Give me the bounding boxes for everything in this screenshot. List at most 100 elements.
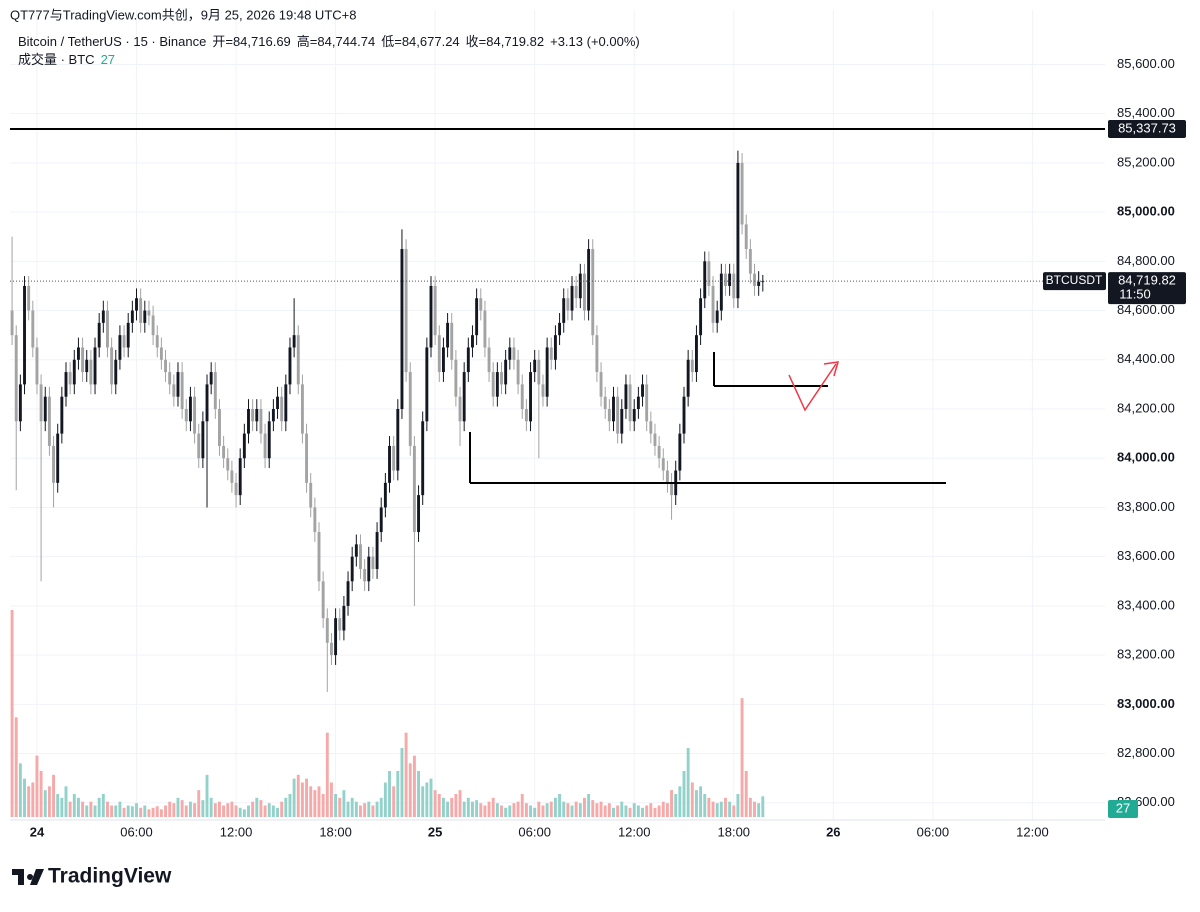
volume-bar [85, 805, 89, 817]
volume-bar [93, 805, 97, 817]
volume-bar [126, 805, 130, 817]
y-tick-label: 83,000.00 [1117, 696, 1175, 711]
volume-bar [271, 805, 275, 817]
candle-body [23, 285, 26, 385]
logo: TradingView [12, 865, 172, 888]
x-tick-label: 12:00 [618, 824, 651, 839]
volume-bar [495, 803, 499, 817]
candle-body [209, 372, 213, 385]
candle-body [247, 409, 250, 434]
candle-body [757, 281, 761, 286]
candle-body [342, 605, 346, 631]
candle-body [238, 458, 242, 496]
volume-bar [761, 796, 765, 817]
volume-bar [628, 807, 632, 817]
y-tick-label: 83,400.00 [1117, 597, 1175, 612]
volume-bar [300, 782, 304, 817]
volume-bar [649, 803, 653, 817]
candle-body [500, 372, 503, 385]
volume-bar [632, 803, 636, 817]
candle-body [184, 409, 188, 422]
symbol: Bitcoin / TetherUS · 15 · Binance [18, 34, 206, 49]
symbol-label: BTCUSDT [1046, 273, 1103, 287]
y-tick-label: 84,600.00 [1117, 302, 1175, 317]
x-tick-label: 24 [30, 824, 45, 839]
legend: Bitcoin / TetherUS · 15 · Binance 开=84,71… [18, 34, 640, 49]
volume-bar [694, 790, 698, 817]
candle-body [744, 224, 748, 250]
volume-bar [172, 803, 176, 817]
volume-bar [429, 778, 433, 817]
volume-bar [81, 801, 85, 817]
candle-body [441, 347, 445, 373]
volume-bar [458, 790, 462, 817]
volume-bar [213, 803, 217, 817]
volume-bar [674, 794, 678, 817]
volume-bar [334, 794, 338, 817]
candle-body [118, 335, 122, 360]
candle-body [524, 409, 528, 422]
candle-body [251, 409, 255, 422]
volume-bar [400, 748, 404, 817]
candle-body [736, 162, 740, 299]
candle-body [392, 445, 396, 471]
candle-body [636, 396, 640, 410]
volume-bar [715, 803, 719, 817]
candle-body [122, 335, 126, 348]
drawings [469, 352, 946, 484]
candle-body [715, 310, 719, 323]
level-label-box [1108, 120, 1186, 139]
candle-body [176, 372, 180, 397]
candle-body [168, 372, 172, 385]
volume-bar [238, 807, 242, 817]
candle-body [155, 335, 159, 348]
volume-bar [143, 805, 147, 817]
volume-bar [425, 782, 429, 817]
candle-body [317, 532, 321, 582]
volume-bar [60, 797, 64, 817]
candle-body [159, 347, 163, 360]
volume-bar [151, 807, 155, 817]
volume-bar [520, 794, 524, 817]
volume-bar [516, 801, 520, 817]
candle-body [213, 372, 217, 410]
volume-bar [707, 797, 711, 817]
volume-bar [736, 794, 740, 817]
volume-bar [371, 805, 375, 817]
volume-bar [412, 755, 416, 817]
candle-body [329, 642, 333, 656]
candle-body [417, 495, 421, 533]
candle-body [670, 482, 674, 496]
x-tick-label: 06:00 [917, 824, 950, 839]
candle-body [719, 273, 723, 311]
volume-bar [155, 806, 159, 817]
candle-body [52, 445, 56, 483]
candle-body [143, 310, 147, 323]
volume-bar [491, 797, 495, 817]
candle-body [475, 298, 479, 336]
overlay: 82,600.0082,800.0083,000.0083,200.0083,4… [10, 56, 1186, 839]
volume-bar [699, 786, 703, 817]
candle-body [533, 359, 537, 373]
volume-bar [549, 801, 553, 817]
candle-body [126, 322, 130, 348]
candle-body [276, 396, 279, 410]
candle-body [27, 285, 31, 311]
candle-body [114, 359, 118, 385]
candle-body [491, 372, 495, 397]
volume-bar [421, 786, 425, 817]
candle-body [761, 281, 765, 283]
volume-bar [724, 797, 727, 817]
x-tick-label: 18:00 [319, 824, 352, 839]
candle-body [632, 409, 636, 422]
countdown-label: 11:50 [1119, 287, 1151, 302]
candle-body [288, 347, 292, 385]
volume-bar [732, 805, 736, 817]
candle-body [649, 421, 653, 434]
volume-bar [64, 786, 68, 817]
volume-bar [114, 805, 118, 817]
candle-body [657, 445, 661, 459]
candle-body [72, 359, 76, 385]
volume-bar [404, 732, 408, 817]
candle-body [43, 396, 47, 422]
